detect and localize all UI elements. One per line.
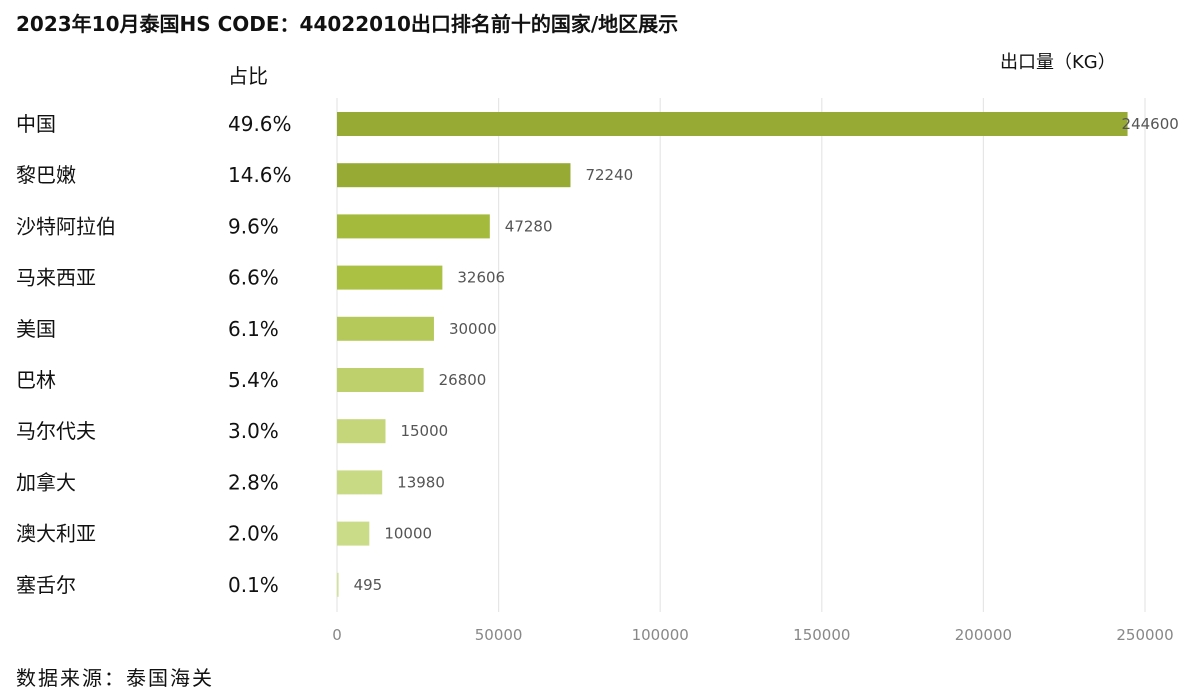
- x-tick-label: 50000: [475, 626, 523, 644]
- bar: [337, 521, 370, 546]
- share-value: 2.8%: [228, 470, 279, 494]
- bar: [337, 368, 424, 392]
- share-value: 6.6%: [228, 266, 279, 290]
- country-label: 黎巴嫩: [16, 163, 76, 187]
- bar: [337, 419, 386, 444]
- bar: [337, 112, 1128, 136]
- data-label: 244600: [1122, 115, 1179, 133]
- data-label: 72240: [585, 166, 633, 184]
- country-label: 美国: [16, 317, 56, 341]
- x-tick-label: 150000: [793, 626, 850, 644]
- bar: [337, 214, 490, 239]
- data-label: 495: [354, 576, 383, 594]
- share-value: 0.1%: [228, 573, 279, 597]
- x-tick-label: 100000: [632, 626, 689, 644]
- x-tick-label: 200000: [955, 626, 1012, 644]
- bar: [337, 316, 434, 341]
- value-axis-unit-label: 出口量（KG）: [1000, 52, 1116, 73]
- country-label: 沙特阿拉伯: [16, 214, 116, 238]
- country-label: 马来西亚: [16, 266, 96, 290]
- bar: [337, 572, 339, 597]
- share-value: 2.0%: [228, 522, 279, 546]
- country-label: 澳大利亚: [16, 522, 96, 546]
- share-value: 9.6%: [228, 214, 279, 238]
- share-value: 6.1%: [228, 317, 279, 341]
- share-value: 14.6%: [228, 163, 292, 187]
- bar: [337, 163, 571, 188]
- x-tick-label: 0: [332, 626, 342, 644]
- data-label: 26800: [439, 371, 487, 389]
- country-label: 巴林: [16, 368, 56, 392]
- country-label: 加拿大: [16, 470, 76, 494]
- data-source-note: 数据来源：泰国海关: [16, 666, 214, 690]
- data-label: 15000: [400, 422, 448, 440]
- share-value: 49.6%: [228, 112, 292, 136]
- share-value: 5.4%: [228, 368, 279, 392]
- chart-title: 2023年10月泰国HS CODE：44022010出口排名前十的国家/地区展示: [16, 12, 679, 36]
- data-label: 47280: [505, 217, 553, 235]
- data-label: 30000: [449, 320, 497, 338]
- country-label: 塞舌尔: [16, 573, 76, 597]
- data-label: 13980: [397, 473, 445, 491]
- bar: [337, 265, 443, 290]
- x-tick-label: 250000: [1116, 626, 1173, 644]
- share-column-header: 占比: [228, 64, 268, 88]
- share-value: 3.0%: [228, 419, 279, 443]
- country-label: 马尔代夫: [16, 419, 96, 443]
- bar: [337, 470, 383, 495]
- data-label: 10000: [384, 525, 432, 543]
- data-label: 32606: [457, 269, 505, 287]
- country-label: 中国: [16, 112, 56, 136]
